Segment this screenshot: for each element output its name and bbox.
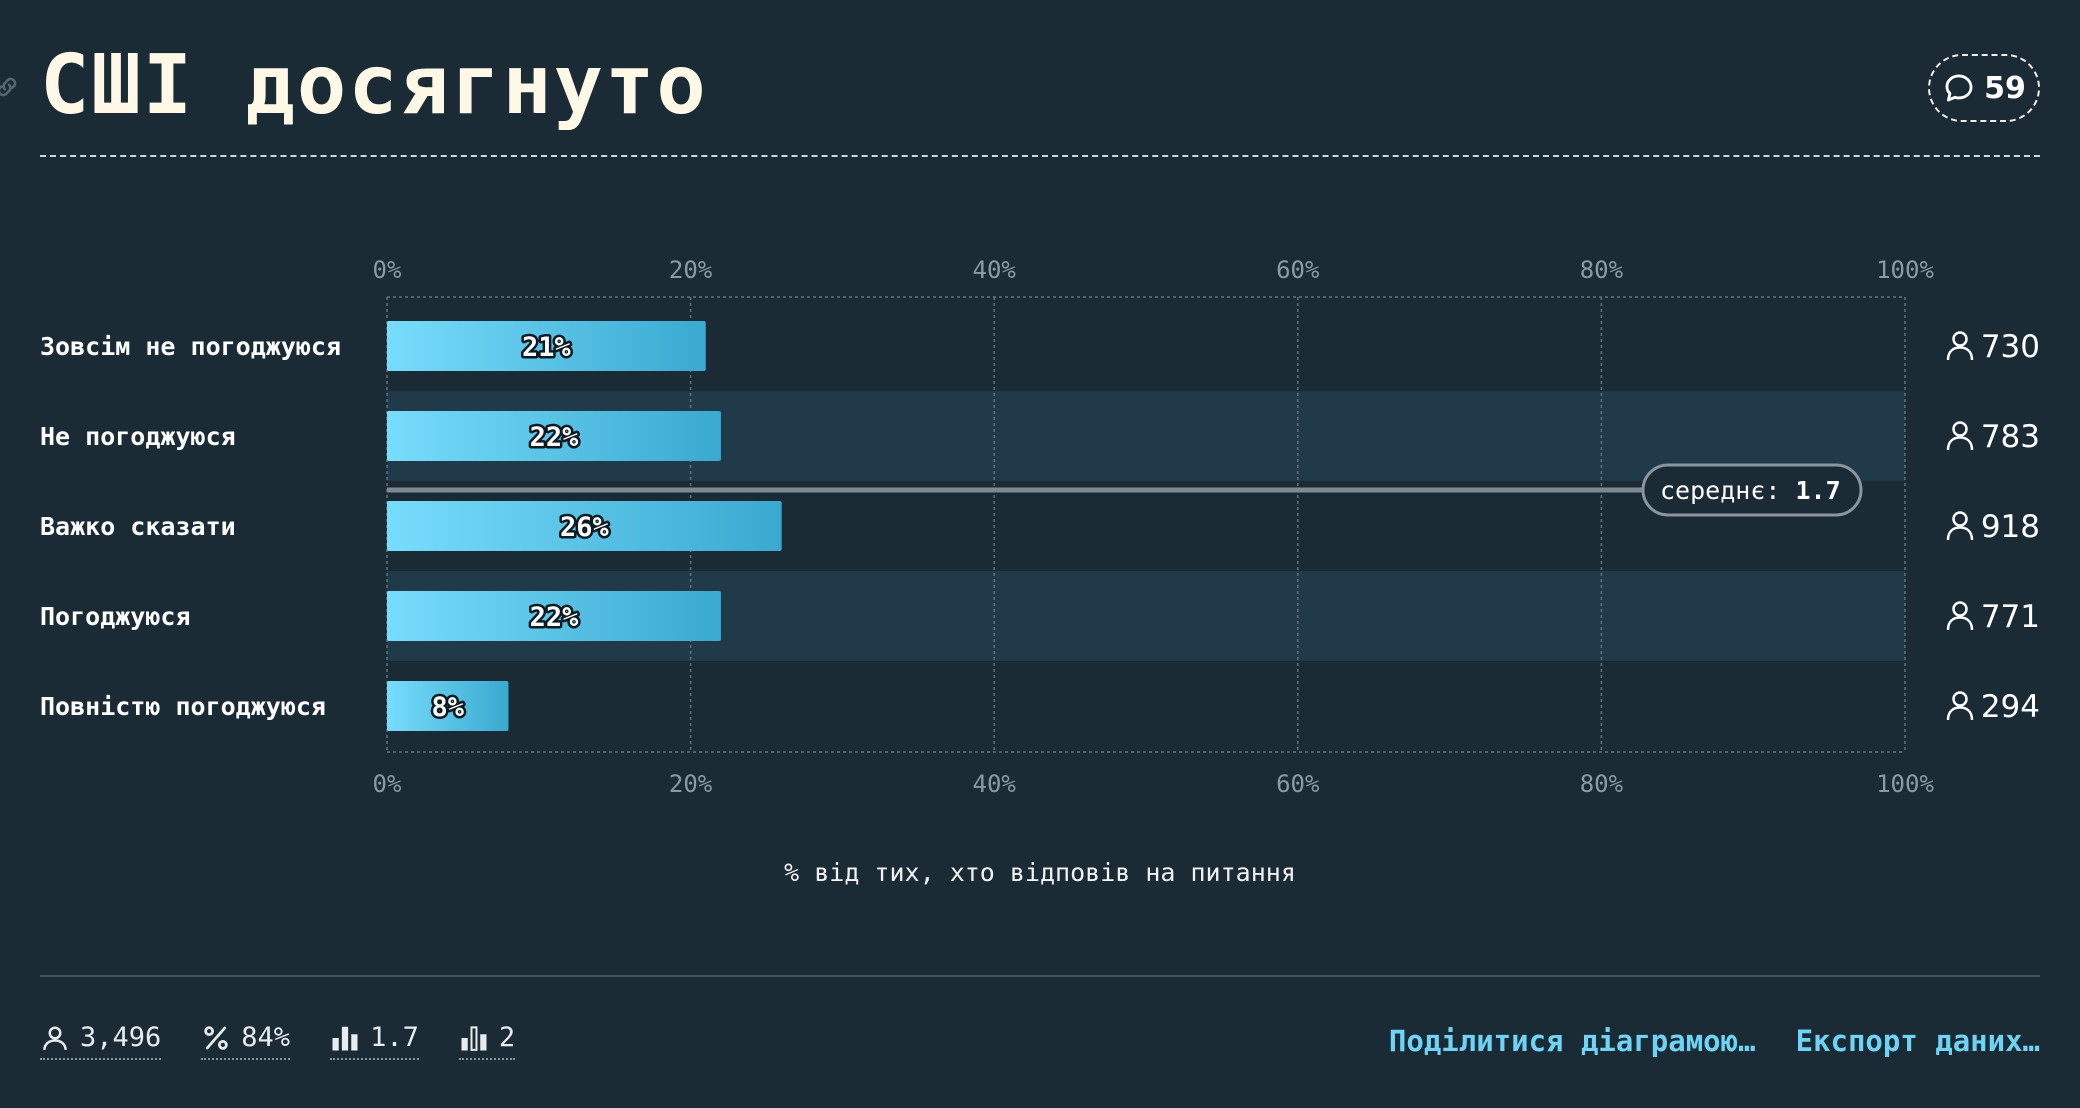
mean-value: 1.7 — [370, 1022, 419, 1053]
percent-icon — [204, 1025, 229, 1050]
person-icon-body — [1946, 616, 1974, 631]
x-tick-label-bottom: 20% — [669, 770, 713, 798]
share-chart-link[interactable]: Поділитися діаграмою… — [1388, 1024, 1756, 1058]
count-label: 730 — [1981, 329, 2040, 365]
bar-value-label: 22% — [530, 602, 580, 633]
bar-chart: 0% 0% 20% 20% 40% 40% 60% 60% 80% 80% 100% 100% 21%… — [40, 256, 2040, 798]
x-tick-label-bottom: 80% — [1580, 770, 1624, 798]
median-stat[interactable]: 2 — [458, 1022, 516, 1060]
response-rate-value: 84% — [241, 1022, 291, 1053]
person-icon — [1946, 601, 1974, 631]
median-bars-icon — [461, 1025, 487, 1051]
bar — [387, 501, 782, 551]
bar-value-label: 21% — [522, 332, 572, 363]
mean-badge: середнє: 1.7 — [1641, 463, 1863, 517]
bar — [387, 411, 721, 461]
person-icon — [1946, 421, 1974, 451]
category-label: Не погоджуюся — [40, 422, 236, 451]
bar — [387, 681, 509, 731]
x-tick-label-bottom: 40% — [973, 770, 1017, 798]
x-tick-label-top: 40% — [973, 256, 1017, 284]
count-label: 918 — [1981, 509, 2040, 545]
comments-count: 59 — [1984, 70, 2026, 106]
bar — [387, 321, 706, 371]
x-tick-label-top: 0% — [373, 256, 402, 284]
count-label: 771 — [1981, 599, 2040, 635]
person-icon-head — [1952, 691, 1968, 707]
mean-badge-bg — [1641, 463, 1863, 517]
category-label: Погоджуюся — [40, 602, 191, 631]
mean-stat[interactable]: 1.7 — [330, 1022, 419, 1060]
x-tick-label-top: 60% — [1276, 256, 1320, 284]
chart-actions: Поділитися діаграмою… Експорт даних… — [1389, 1024, 2040, 1058]
person-icon-body — [1946, 706, 1974, 721]
link-icon[interactable] — [0, 74, 20, 100]
export-data-link[interactable]: Експорт даних… — [1795, 1024, 2040, 1058]
x-tick-label-bottom: 100% — [1876, 770, 1934, 798]
mean-label-text: середнє: — [1660, 476, 1795, 505]
respondents-value: 3,496 — [80, 1022, 162, 1053]
speech-bubble-icon — [1945, 74, 1973, 102]
x-tick-label-top: 100% — [1876, 256, 1934, 284]
person-icon-head — [1952, 601, 1968, 617]
x-tick-label-bottom: 60% — [1276, 770, 1320, 798]
person-icon-head — [1952, 331, 1968, 347]
title-divider — [40, 155, 2040, 157]
person-icon — [1946, 691, 1974, 721]
category-label: Повністю погоджуюся — [40, 692, 326, 721]
comments-button[interactable]: 59 — [1928, 54, 2040, 122]
mean-label: середнє: 1.7 — [1660, 476, 1841, 505]
person-icon — [1946, 331, 1974, 361]
count-label: 783 — [1981, 419, 2040, 455]
person-icon-body — [1946, 526, 1974, 541]
summary-stats: 3,496 84% 1.7 2 — [40, 1022, 516, 1060]
person-icon-head — [1952, 511, 1968, 527]
response-rate-stat[interactable]: 84% — [201, 1022, 291, 1060]
x-axis-label: % від тих, хто відповів на питання — [784, 858, 1296, 887]
bar — [387, 591, 721, 641]
bar-value-label: 8% — [431, 692, 464, 723]
person-icon-body — [1946, 436, 1974, 451]
person-icon — [1946, 511, 1974, 541]
category-label: Зовсім не погоджуюся — [40, 332, 341, 361]
count-label: 294 — [1981, 689, 2040, 725]
x-tick-label-top: 20% — [669, 256, 713, 284]
footer-divider — [40, 975, 2040, 977]
page-title: СШІ досягнуто — [40, 38, 708, 133]
category-label: Важко сказати — [40, 512, 236, 541]
respondents-stat[interactable]: 3,496 — [40, 1022, 162, 1060]
x-tick-label-bottom: 0% — [373, 770, 402, 798]
person-icon — [43, 1026, 67, 1050]
x-tick-label-top: 80% — [1580, 256, 1624, 284]
bar-value-label: 22% — [530, 422, 580, 453]
bar-value-label: 26% — [560, 512, 610, 543]
person-icon-head — [1952, 421, 1968, 437]
person-icon-body — [1946, 346, 1974, 361]
mean-bars-icon — [332, 1026, 358, 1050]
median-value: 2 — [498, 1022, 516, 1053]
mean-label-value: 1.7 — [1795, 476, 1840, 505]
